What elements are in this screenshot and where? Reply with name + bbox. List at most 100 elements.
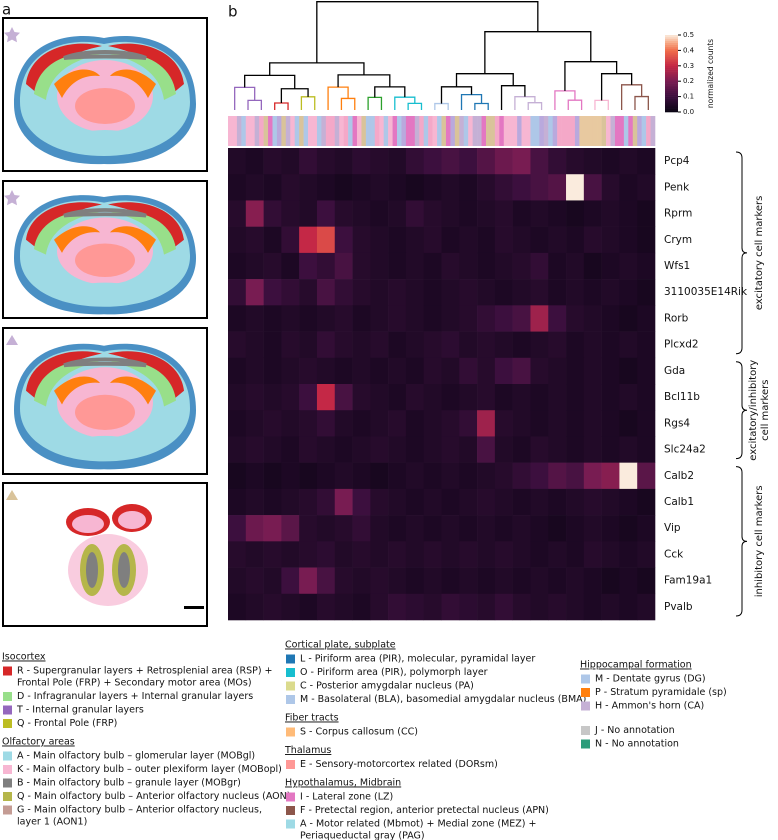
heatmap-cell bbox=[548, 174, 567, 201]
legend-swatch bbox=[286, 760, 295, 769]
annotation-strip bbox=[574, 116, 580, 146]
triangle-marker bbox=[6, 490, 18, 500]
colorbar-slice bbox=[665, 94, 678, 97]
legend-text: I - Lateral zone (LZ) bbox=[300, 792, 393, 803]
colorbar-slice bbox=[665, 69, 678, 72]
legend-heading: Isocortex bbox=[2, 652, 46, 663]
annotation-strip bbox=[637, 116, 642, 146]
heatmap-cell bbox=[512, 200, 531, 227]
heatmap-cell bbox=[370, 436, 389, 463]
heatmap-cell bbox=[370, 462, 389, 490]
annotation-strip bbox=[339, 116, 344, 146]
heatmap-cell bbox=[388, 226, 407, 254]
colorbar-tick-label: 0.5 bbox=[683, 31, 694, 39]
heatmap-cell bbox=[388, 593, 407, 621]
heatmap-cell bbox=[423, 148, 442, 175]
colorbar-slice bbox=[665, 54, 678, 57]
heatmap-cell bbox=[512, 488, 531, 516]
dendrogram-link bbox=[274, 102, 289, 110]
heatmap-cell bbox=[637, 567, 656, 595]
annotation-strip bbox=[503, 116, 509, 146]
heatmap-cell bbox=[388, 462, 407, 490]
heatmap-cell bbox=[405, 331, 425, 359]
heatmap-cell bbox=[530, 252, 549, 280]
heatmap-cell bbox=[601, 541, 620, 568]
dendrogram-link bbox=[634, 95, 649, 110]
heatmap-cell bbox=[548, 331, 567, 359]
annotation-strip bbox=[526, 116, 531, 146]
heatmap-cell bbox=[530, 226, 549, 254]
dendrogram-link bbox=[280, 88, 309, 103]
gene-label: Slc24a2 bbox=[664, 444, 706, 456]
heatmap-cell bbox=[548, 541, 567, 568]
heatmap-cell bbox=[477, 567, 496, 595]
heatmap-cell bbox=[619, 410, 638, 437]
heatmap-cell bbox=[637, 279, 656, 306]
heatmap-cell bbox=[245, 357, 264, 385]
heatmap-cell bbox=[548, 384, 567, 411]
annotation-strip bbox=[308, 116, 313, 146]
annotation-strip bbox=[517, 116, 522, 146]
gene-label: Vip bbox=[664, 522, 681, 534]
heatmap-cell bbox=[423, 515, 442, 542]
heatmap-cell bbox=[423, 357, 442, 385]
heatmap-cell bbox=[566, 462, 585, 490]
heatmap-cell bbox=[370, 384, 389, 411]
annotation-strip bbox=[552, 116, 558, 146]
heatmap-cell bbox=[299, 331, 318, 359]
heatmap-cell bbox=[228, 226, 247, 254]
annotation-strip bbox=[583, 116, 589, 146]
heatmap-cell bbox=[583, 541, 602, 568]
dendrogram-link bbox=[247, 99, 263, 110]
heatmap-cell bbox=[334, 148, 353, 175]
heatmap-cell bbox=[637, 593, 656, 621]
heatmap-cell bbox=[477, 384, 496, 411]
annotation-strip bbox=[245, 116, 251, 146]
heatmap-cell bbox=[316, 331, 336, 359]
annotation-strip bbox=[312, 116, 318, 146]
heatmap-cell bbox=[388, 515, 407, 542]
legend-heading: Thalamus bbox=[284, 745, 331, 756]
annotation-strip bbox=[370, 116, 376, 146]
legend-text: R - Supergranular layers + Retrosplenial… bbox=[17, 666, 273, 677]
heatmap-cell bbox=[228, 593, 247, 621]
gene-label: Pcp4 bbox=[664, 155, 690, 167]
heatmap-cell bbox=[637, 226, 656, 254]
heatmap-cell bbox=[352, 488, 371, 516]
heatmap-cell bbox=[405, 436, 425, 463]
annotation-strip bbox=[397, 116, 402, 146]
heatmap-cell bbox=[245, 410, 264, 437]
heatmap-cell bbox=[228, 331, 247, 359]
heatmap-cell bbox=[405, 515, 425, 542]
heatmap-cell bbox=[228, 567, 247, 595]
annotation-strip bbox=[437, 116, 442, 146]
heatmap-cell bbox=[299, 384, 318, 411]
heatmap-cell bbox=[601, 410, 620, 437]
heatmap-cell bbox=[512, 384, 531, 411]
scale-bar bbox=[184, 606, 204, 609]
colorbar-tick-label: 0.2 bbox=[683, 77, 694, 85]
heatmap-cell bbox=[637, 462, 656, 490]
heatmap-cell bbox=[441, 226, 460, 254]
heatmap-cell bbox=[334, 462, 353, 490]
heatmap-cell bbox=[352, 515, 371, 542]
star-marker bbox=[4, 190, 20, 206]
heatmap-cell bbox=[601, 200, 620, 227]
heatmap-cell bbox=[228, 541, 247, 568]
heatmap-cell bbox=[334, 279, 353, 306]
heatmap-cell bbox=[228, 488, 247, 516]
annotation-strip bbox=[490, 116, 496, 146]
heatmap-cell bbox=[245, 593, 264, 621]
colorbar-slice bbox=[665, 110, 678, 113]
group-label: cell markers bbox=[760, 380, 771, 441]
heatmap-cell bbox=[370, 148, 389, 175]
colorbar-slice bbox=[665, 65, 678, 69]
heatmap-cell bbox=[299, 462, 318, 490]
heatmap-cell bbox=[459, 331, 478, 359]
annotation-strip bbox=[650, 116, 656, 146]
legend-swatch bbox=[581, 674, 590, 684]
heatmap-cell bbox=[388, 567, 407, 595]
heatmap-cell bbox=[548, 226, 567, 254]
heatmap-cell bbox=[566, 593, 585, 621]
heatmap-cell bbox=[370, 174, 389, 201]
